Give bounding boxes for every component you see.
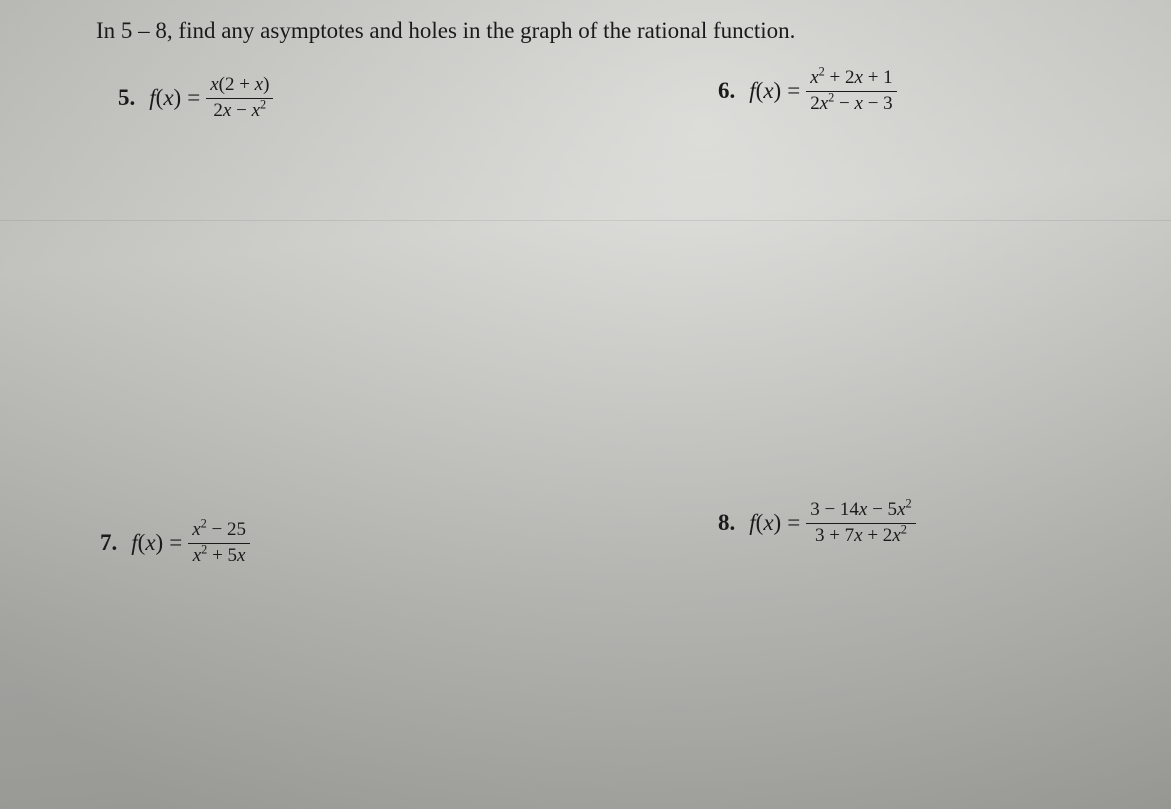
term: − 5 xyxy=(867,499,897,520)
term: x xyxy=(252,100,260,121)
term: 2 xyxy=(810,93,820,114)
problem-number: 7. xyxy=(100,530,117,556)
term: x xyxy=(192,519,200,540)
term: x xyxy=(897,499,905,520)
term: + 2 xyxy=(825,67,855,88)
function-variable: x xyxy=(145,530,155,555)
problem-6: 6. f(x) = x2 + 2x + 1 2x2 − x − 3 xyxy=(718,68,897,115)
equals-sign: = xyxy=(187,85,200,111)
denominator: 2x − x2 xyxy=(209,99,270,122)
exponent: 2 xyxy=(906,497,912,511)
problem-number: 6. xyxy=(718,78,735,104)
fraction: 3 − 14x − 5x2 3 + 7x + 2x2 xyxy=(806,500,915,547)
function-variable: x xyxy=(763,78,773,103)
problem-expression: f(x) = x2 − 25 x2 + 5x xyxy=(131,520,250,567)
term: − xyxy=(231,100,251,121)
term: − xyxy=(834,93,854,114)
problem-7: 7. f(x) = x2 − 25 x2 + 5x xyxy=(100,520,250,567)
problem-number: 5. xyxy=(118,85,135,111)
fraction: x2 − 25 x2 + 5x xyxy=(188,520,250,567)
term: x xyxy=(193,545,201,566)
term: + 5 xyxy=(207,545,237,566)
term: 3 − 14 xyxy=(810,499,859,520)
term: + 2 xyxy=(863,525,893,546)
exponent: 2 xyxy=(901,523,907,537)
numerator: x(2 + x) xyxy=(206,75,273,99)
term: − 25 xyxy=(207,519,246,540)
problem-8: 8. f(x) = 3 − 14x − 5x2 3 + 7x + 2x2 xyxy=(718,500,916,547)
function-variable: x xyxy=(163,85,173,110)
term: x xyxy=(854,525,862,546)
numerator: x2 − 25 xyxy=(188,520,250,544)
fraction: x2 + 2x + 1 2x2 − x − 3 xyxy=(806,68,896,115)
fraction: x(2 + x) 2x − x2 xyxy=(206,75,273,122)
function-variable: x xyxy=(763,510,773,535)
problem-expression: f(x) = x(2 + x) 2x − x2 xyxy=(149,75,273,122)
term: x xyxy=(255,74,263,95)
denominator: 2x2 − x − 3 xyxy=(806,92,896,115)
denominator: x2 + 5x xyxy=(189,544,250,567)
term: x xyxy=(855,93,863,114)
term: x xyxy=(210,74,218,95)
equals-sign: = xyxy=(169,530,182,556)
term: + 1 xyxy=(863,67,893,88)
problem-5: 5. f(x) = x(2 + x) 2x − x2 xyxy=(118,75,273,122)
term: − 3 xyxy=(863,93,893,114)
term: x xyxy=(892,525,900,546)
worksheet-page: In 5 – 8, find any asymptotes and holes … xyxy=(0,0,1171,809)
equals-sign: = xyxy=(787,78,800,104)
term: x xyxy=(820,93,828,114)
term: x xyxy=(855,67,863,88)
term: 2 xyxy=(213,100,223,121)
term: ) xyxy=(263,74,269,95)
exponent: 2 xyxy=(260,98,266,112)
term: x xyxy=(810,67,818,88)
problem-expression: f(x) = 3 − 14x − 5x2 3 + 7x + 2x2 xyxy=(749,500,915,547)
problem-expression: f(x) = x2 + 2x + 1 2x2 − x − 3 xyxy=(749,68,896,115)
denominator: 3 + 7x + 2x2 xyxy=(811,524,911,547)
term: 3 + 7 xyxy=(815,525,854,546)
numerator: 3 − 14x − 5x2 xyxy=(806,500,915,524)
term: x xyxy=(237,545,245,566)
problem-number: 8. xyxy=(718,510,735,536)
equals-sign: = xyxy=(787,510,800,536)
term: (2 + xyxy=(219,74,255,95)
instructions-text: In 5 – 8, find any asymptotes and holes … xyxy=(96,18,795,44)
numerator: x2 + 2x + 1 xyxy=(806,68,896,92)
paper-crease xyxy=(0,220,1171,221)
